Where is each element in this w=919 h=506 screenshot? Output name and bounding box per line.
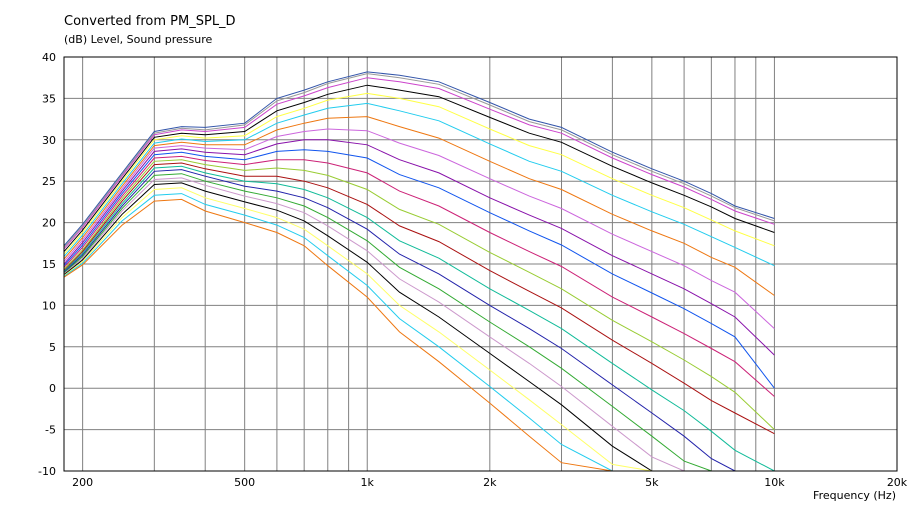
y-tick-label: 35 <box>42 92 56 105</box>
y-tick-label: 30 <box>42 134 56 147</box>
series-line-7 <box>64 116 775 296</box>
y-tick-label: 15 <box>42 258 56 271</box>
series-line-10 <box>64 149 775 389</box>
series-line-2 <box>64 73 775 248</box>
series-line-20 <box>64 193 775 471</box>
y-tick-label: -10 <box>38 465 56 478</box>
series-line-12 <box>64 159 775 430</box>
series-group <box>64 71 775 471</box>
series-line-6 <box>64 102 775 267</box>
y-tick-label: 25 <box>42 175 56 188</box>
series-line-16 <box>64 173 775 471</box>
x-tick-label: 5k <box>645 476 659 489</box>
series-line-3 <box>64 77 775 250</box>
series-line-18 <box>64 182 775 471</box>
series-line-9 <box>64 139 775 356</box>
y-tick-labels: 40 35 30 25 20 15 10 5 0 -5 -10 <box>38 51 56 478</box>
x-tick-label: 200 <box>72 476 93 489</box>
y-tick-label: 40 <box>42 51 56 64</box>
x-tick-label: 500 <box>234 476 255 489</box>
series-line-8 <box>64 128 775 329</box>
x-tick-label: 10k <box>764 476 785 489</box>
plot-frame <box>63 56 898 472</box>
series-line-15 <box>64 169 775 471</box>
series-line-17 <box>64 177 775 471</box>
series-line-4 <box>64 84 775 252</box>
series-line-11 <box>64 155 775 397</box>
x-tick-label: 1k <box>361 476 375 489</box>
x-tick-label: 2k <box>483 476 497 489</box>
series-line-19 <box>64 187 775 471</box>
series-line-21 <box>64 198 775 471</box>
y-axis-label: (dB) Level, Sound pressure <box>64 33 213 46</box>
x-axis-label: Frequency (Hz) <box>813 489 896 502</box>
y-tick-label: 20 <box>42 217 56 230</box>
y-tick-label: 5 <box>49 341 56 354</box>
series-line-5 <box>64 92 775 255</box>
x-tick-labels: 200 500 1k 2k 5k 10k 20k <box>72 476 908 489</box>
y-tick-label: 10 <box>42 299 56 312</box>
series-line-13 <box>64 162 775 435</box>
series-line-1 <box>64 71 775 247</box>
x-tick-label: 20k <box>887 476 908 489</box>
y-tick-label: 0 <box>49 382 56 395</box>
series-line-14 <box>64 165 775 471</box>
grid <box>64 56 898 472</box>
y-tick-label: -5 <box>45 424 56 437</box>
chart-title: Converted from PM_SPL_D <box>64 14 236 29</box>
